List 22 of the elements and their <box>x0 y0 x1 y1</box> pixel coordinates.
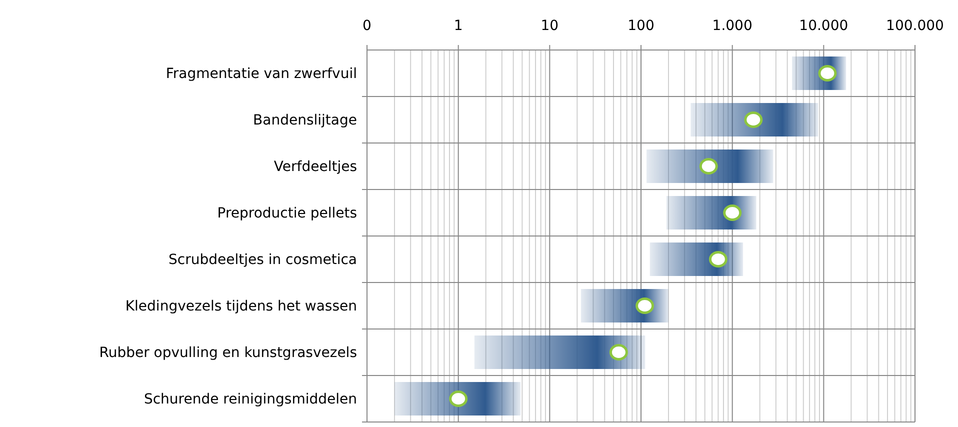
x-tick-label: 100 <box>628 18 654 34</box>
x-tick-label: 1.000 <box>712 18 752 34</box>
bar <box>666 196 756 230</box>
x-tick-label: 10 <box>540 18 559 34</box>
y-tick-label: Preproductie pellets <box>217 206 357 222</box>
x-tick-label: 100.000 <box>886 18 944 34</box>
y-tick-label: Fragmentatie van zwerfvuil <box>166 66 357 82</box>
x-tick-label: 1 <box>454 18 463 34</box>
bar <box>690 103 818 136</box>
bar <box>474 336 646 369</box>
y-tick-label: Schurende reinigingsmiddelen <box>144 392 357 408</box>
y-tick-label: Rubber opvulling en kunstgrasvezels <box>99 345 357 362</box>
bar <box>650 242 744 276</box>
bar <box>646 150 774 183</box>
y-tick-label: Bandenslijtage <box>253 112 357 129</box>
bar <box>394 382 521 416</box>
bar <box>580 289 668 322</box>
y-tick-label: Scrubdeeltjes in cosmetica <box>168 252 357 268</box>
y-tick-label: Verfdeeltjes <box>274 159 357 176</box>
y-tick-label: Kledingvezels tijdens het wassen <box>125 298 357 315</box>
x-tick-label: 0 <box>362 18 372 34</box>
x-tick-label: 10.000 <box>799 18 848 34</box>
